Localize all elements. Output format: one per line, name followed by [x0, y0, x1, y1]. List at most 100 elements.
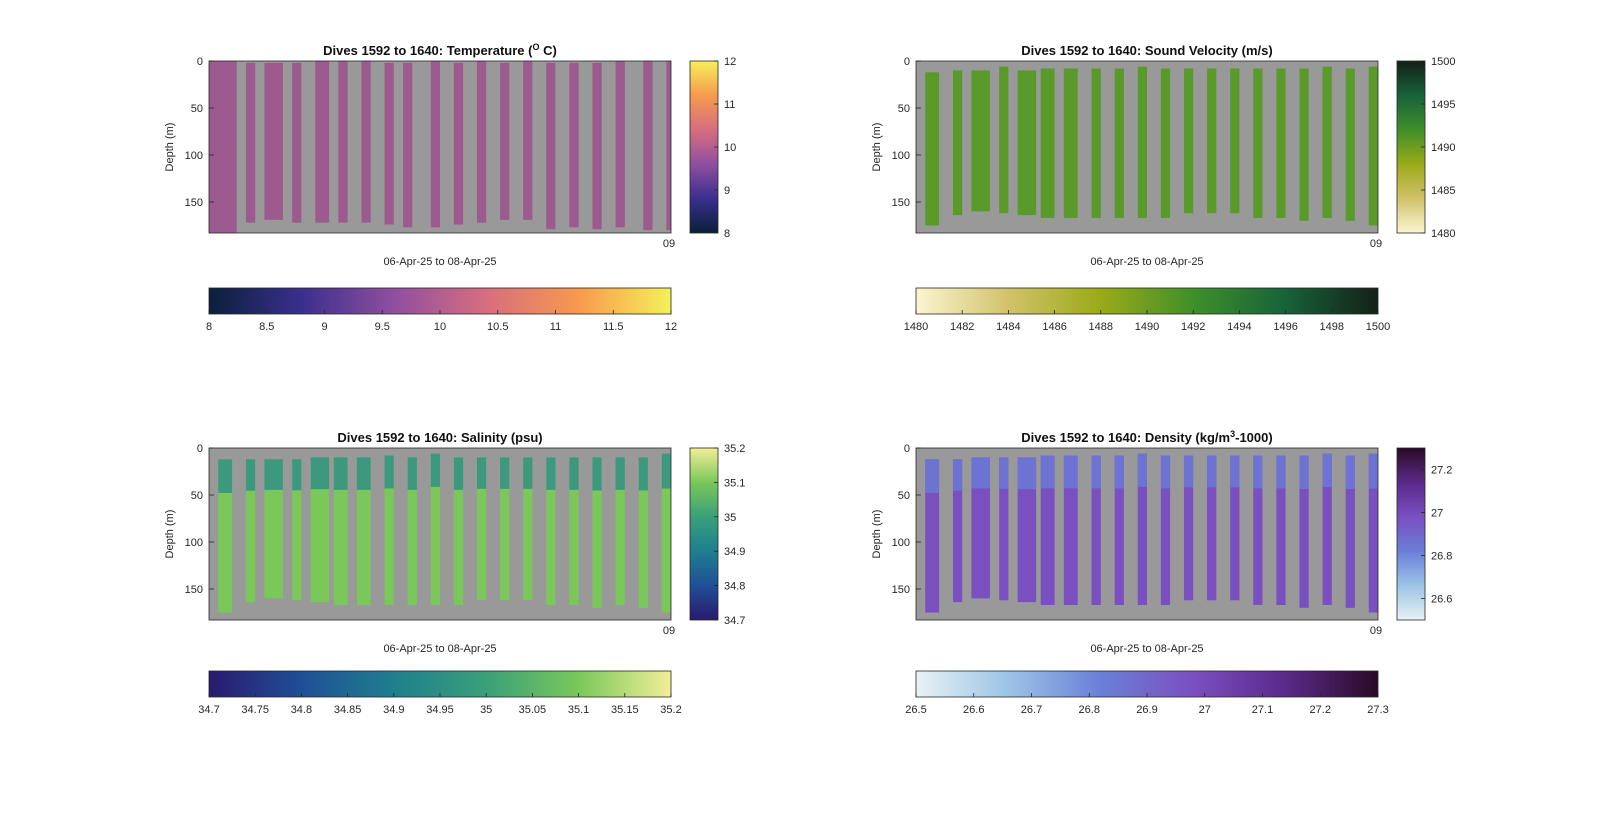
- colorbar-bottom-tick-label: 34.7: [198, 704, 219, 716]
- y-tick-label: 0: [904, 56, 910, 68]
- dive-profile-surface-layer: [245, 459, 256, 491]
- x-axis-label: 06-Apr-25 to 08-Apr-25: [1090, 643, 1203, 655]
- axes-frame: [915, 60, 1379, 234]
- colorbar-bottom-tick-label: 35.15: [611, 704, 639, 716]
- colorbar-right-tick-label: 1495: [1431, 99, 1455, 111]
- dive-profile-surface-layer: [569, 457, 579, 490]
- chart-title-superscript: 3: [1230, 429, 1235, 439]
- dive-profile: [384, 455, 394, 605]
- colorbar-right-tick-label: 1485: [1431, 185, 1455, 197]
- dive-profile: [638, 457, 648, 608]
- colorbar-right-tick-label: 10: [724, 142, 736, 154]
- dive-profile: [500, 457, 510, 601]
- x-tick-label: 09: [1370, 625, 1382, 637]
- dive-profile: [500, 62, 510, 220]
- dive-profile-surface-layer: [638, 457, 648, 491]
- colorbar-bottom-tick-label: 8: [206, 321, 212, 333]
- x-axis-label: 06-Apr-25 to 08-Apr-25: [1090, 256, 1203, 268]
- chart-title-main: Dives 1592 to 1640: Density (kg/m: [1021, 430, 1230, 445]
- dive-profile-surface-layer: [384, 455, 394, 489]
- dive-profile: [1183, 455, 1194, 601]
- chart-title: Dives 1592 to 1640: Salinity (psu): [337, 430, 542, 445]
- dive-profile: [1040, 455, 1055, 605]
- chart-title-tail: -1000): [1235, 430, 1273, 445]
- x-tick-label: 09: [663, 238, 675, 250]
- dive-profile: [952, 459, 963, 603]
- dive-profile: [292, 459, 302, 601]
- y-tick-label: 0: [197, 443, 203, 455]
- dive-profile-surface-layer: [925, 459, 940, 493]
- colorbar-bottom-tick-label: 11: [550, 321, 561, 333]
- chart-title: Dives 1592 to 1640: Density (kg/m3-1000): [1021, 429, 1272, 445]
- colorbar-bottom-tick-label: 1496: [1273, 321, 1297, 333]
- dive-profile: [476, 457, 487, 601]
- colorbar-right-tick-label: 34.7: [724, 615, 745, 627]
- chart-title-main: Dives 1592 to 1640: Salinity (psu): [337, 430, 542, 445]
- chart-title-tail: C): [539, 43, 556, 58]
- colorbar-bottom-tick-label: 34.95: [426, 704, 454, 716]
- colorbar-bottom-tick-label: 27.2: [1310, 704, 1331, 716]
- colorbar-bottom-tick-label: 1498: [1320, 321, 1344, 333]
- dive-profile: [384, 62, 394, 225]
- dive-profile-surface-layer: [310, 457, 330, 490]
- colorbar-bottom-tick-label: 1482: [950, 321, 974, 333]
- colorbar-bottom-tick-label: 34.75: [241, 704, 269, 716]
- dive-profile: [1322, 453, 1332, 605]
- dive-profile: [615, 61, 625, 228]
- colorbar-right-tick-label: 35.2: [724, 443, 745, 455]
- dive-profile-surface-layer: [1322, 453, 1332, 487]
- colorbar-right-tick-label: 34.9: [724, 546, 745, 558]
- colorbar-bottom-tick-label: 1488: [1089, 321, 1113, 333]
- colorbar-right-tick-label: 8: [724, 228, 730, 240]
- x-axis-label: 06-Apr-25 to 08-Apr-25: [383, 256, 496, 268]
- dive-profile: [361, 61, 371, 223]
- dive-profile: [1368, 66, 1378, 226]
- dive-profile: [971, 70, 990, 212]
- colorbar-bottom-tick-label: 34.8: [291, 704, 312, 716]
- dive-profile: [292, 62, 302, 223]
- colorbar-bottom-tick-label: 27.3: [1367, 704, 1388, 716]
- dive-profile-surface-layer: [952, 459, 963, 491]
- colorbar-bottom-tick-label: 11.5: [603, 321, 624, 333]
- chart-panel-0: Dives 1592 to 1640: Temperature (O C) 0 50…: [164, 42, 736, 333]
- colorbar-bottom-tick-label: 1500: [1366, 321, 1390, 333]
- dive-profile-surface-layer: [1253, 455, 1263, 489]
- dive-profile: [218, 459, 233, 613]
- colorbar-bottom-tick-label: 34.85: [334, 704, 362, 716]
- dive-profile: [952, 70, 963, 216]
- dive-profile: [1207, 455, 1217, 601]
- dive-profile: [1368, 453, 1378, 613]
- dive-profile-surface-layer: [218, 459, 233, 493]
- axes-frame: [208, 447, 672, 621]
- colorbar-bottom: [915, 287, 1379, 315]
- colorbar-bottom: [208, 670, 672, 698]
- dive-profile: [1183, 68, 1194, 214]
- dive-profile: [523, 457, 533, 601]
- dive-profile-surface-layer: [1063, 455, 1078, 489]
- dive-profile: [264, 459, 283, 599]
- y-tick-label: 100: [892, 150, 910, 162]
- dive-profile: [430, 61, 440, 228]
- dive-profile: [643, 61, 653, 231]
- colorbar-bottom-tick-label: 26.9: [1136, 704, 1157, 716]
- dive-profile: [1345, 455, 1355, 608]
- dive-profile: [523, 61, 533, 220]
- y-axis-label: Depth (m): [164, 510, 176, 559]
- dive-profile-surface-layer: [1345, 455, 1355, 490]
- dive-profile: [1091, 68, 1101, 218]
- dive-profile: [1299, 68, 1309, 221]
- colorbar-bottom-tick-label: 26.7: [1021, 704, 1042, 716]
- dive-profile-surface-layer: [1040, 455, 1055, 489]
- y-tick-label: 150: [185, 584, 203, 596]
- colorbar-right-tick-label: 1480: [1431, 228, 1455, 240]
- dive-profile: [209, 61, 237, 233]
- dive-profile-surface-layer: [292, 459, 302, 491]
- chart-panel-2: Dives 1592 to 1640: Salinity (psu) 0 50 100…: [164, 430, 745, 716]
- colorbar-right-tick-label: 26.6: [1431, 594, 1452, 606]
- dive-profile-surface-layer: [356, 457, 371, 490]
- colorbar-bottom-tick-label: 9.5: [375, 321, 390, 333]
- y-tick-label: 150: [185, 197, 203, 209]
- chart-panel-1: Dives 1592 to 1640: Sound Velocity (m/s)…: [871, 43, 1455, 333]
- dive-profile-surface-layer: [1368, 453, 1378, 489]
- y-tick-label: 100: [892, 537, 910, 549]
